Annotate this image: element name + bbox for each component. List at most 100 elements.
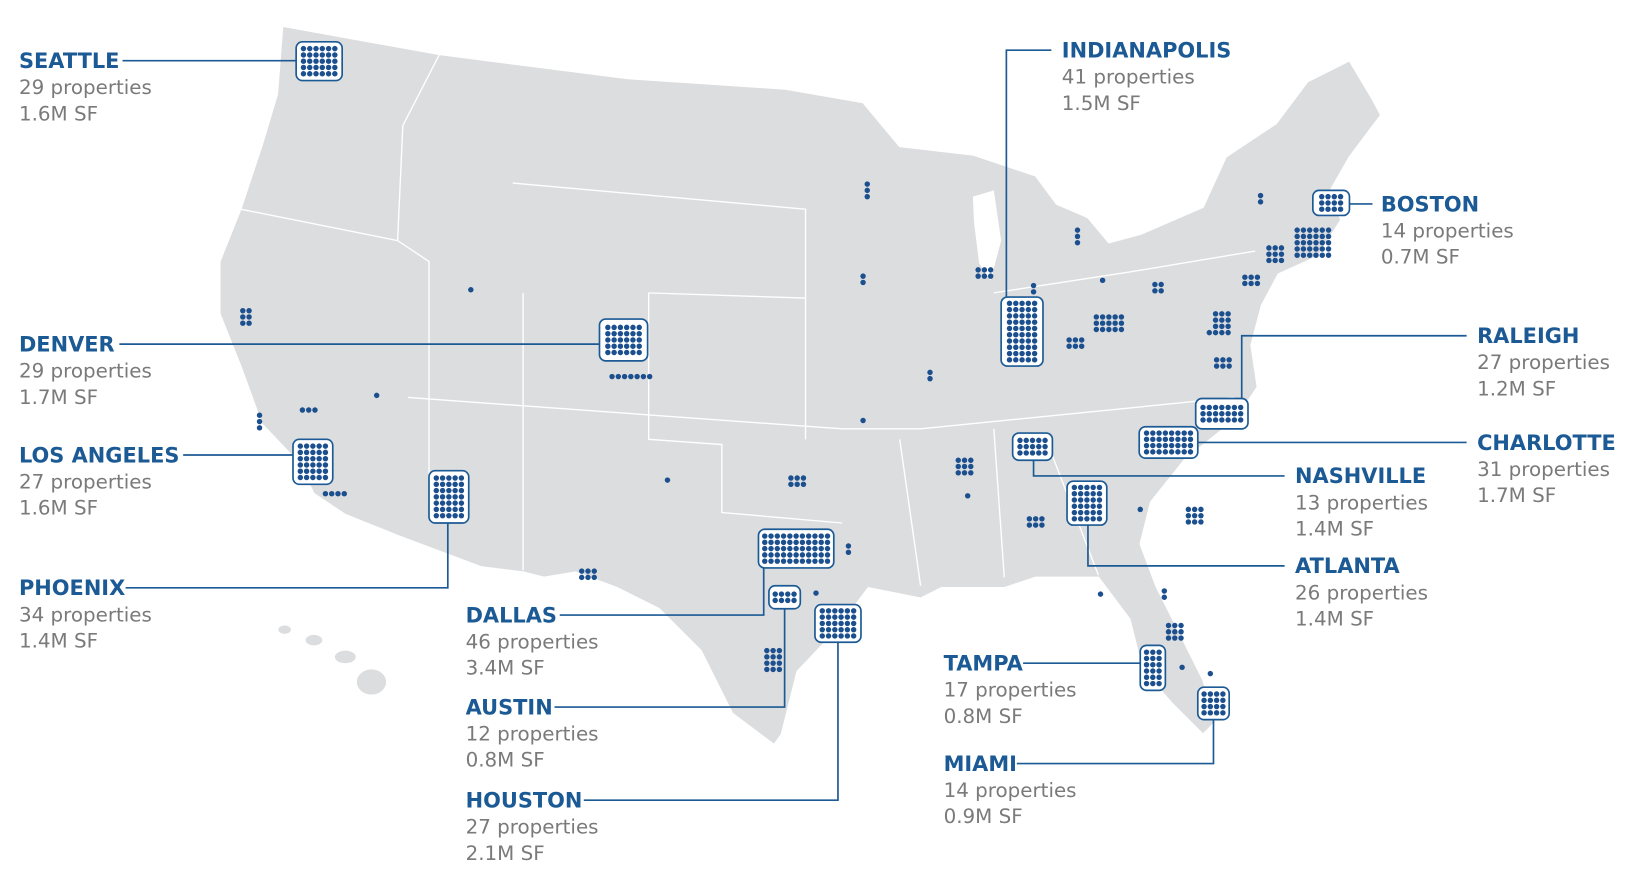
- property-dot: [1278, 251, 1285, 257]
- property-dot: [310, 474, 316, 481]
- property-dot: [1031, 300, 1038, 307]
- property-dot: [1023, 443, 1029, 450]
- property-dot: [955, 457, 961, 463]
- property-dot: [818, 545, 824, 552]
- property-dot: [1325, 200, 1331, 206]
- property-dot: [341, 490, 347, 497]
- property-dot: [585, 568, 591, 574]
- property-dot: [788, 481, 794, 488]
- property-dot: [446, 481, 452, 488]
- property-dot: [1019, 319, 1025, 325]
- property-dot: [1031, 357, 1038, 363]
- property-dot: [1066, 343, 1072, 349]
- property-dot: [1156, 674, 1162, 680]
- property-dot: [1025, 344, 1032, 350]
- property-dot: [1187, 436, 1194, 443]
- property-dot: [961, 470, 968, 476]
- property-dot: [1213, 710, 1220, 716]
- property-dot: [1319, 206, 1325, 212]
- property-dot: [778, 591, 785, 597]
- property-dot: [310, 462, 316, 468]
- property-dot: [433, 487, 440, 494]
- property-dot: [1143, 668, 1150, 674]
- property-dot: [1099, 314, 1106, 320]
- property-dot: [844, 620, 851, 627]
- property-dot: [819, 626, 825, 633]
- property-dot: [332, 64, 338, 71]
- property-dot: [1006, 350, 1013, 357]
- property-dot: [300, 64, 307, 71]
- property-dot: [824, 558, 831, 564]
- leader-line: [1005, 49, 1052, 298]
- property-dot: [310, 455, 316, 462]
- property-dot: [812, 539, 818, 546]
- property-dot: [1031, 313, 1038, 319]
- property-dot: [1039, 522, 1045, 528]
- property-dot: [1319, 239, 1325, 246]
- property-dot: [1156, 680, 1162, 687]
- property-dot: [812, 558, 818, 564]
- property-dot: [850, 608, 857, 614]
- property-dot: [316, 443, 322, 449]
- property-dot: [256, 412, 263, 418]
- property-dot: [605, 349, 611, 356]
- property-dot: [844, 626, 851, 633]
- property-dot: [322, 449, 329, 456]
- property-dot: [1078, 337, 1085, 343]
- property-dot: [1078, 343, 1085, 349]
- property-dot: [325, 45, 332, 52]
- property-dot: [305, 407, 312, 413]
- property-dot: [439, 500, 446, 506]
- property-dot: [1220, 697, 1226, 704]
- property-dot: [1143, 649, 1150, 655]
- property-dot: [310, 449, 316, 456]
- property-dot: [433, 481, 440, 488]
- property-dot: [1212, 417, 1219, 423]
- property-dot: [772, 591, 778, 597]
- property-dot: [1150, 655, 1156, 662]
- property-dot: [1187, 449, 1194, 455]
- property-dot: [805, 558, 812, 564]
- property-dot: [791, 591, 797, 597]
- property-dot: [1013, 313, 1019, 319]
- property-dot: [591, 568, 597, 574]
- property-dot: [1237, 404, 1244, 411]
- property-dot: [1090, 509, 1096, 516]
- property-dot: [646, 373, 653, 380]
- property-dot: [297, 468, 304, 474]
- property-dot: [799, 533, 806, 539]
- property-dot: [1325, 252, 1332, 258]
- property-dot: [805, 552, 812, 558]
- property-dot: [1206, 417, 1213, 423]
- property-dot: [764, 654, 770, 660]
- market-area: 2.1M SF: [466, 842, 545, 865]
- property-dot: [764, 666, 770, 673]
- property-dot: [1023, 450, 1029, 456]
- property-dot: [1219, 329, 1225, 336]
- property-dot: [297, 455, 304, 462]
- property-dot: [1023, 437, 1029, 444]
- property-dot: [1090, 503, 1096, 509]
- market-callout: HOUSTON 27 properties 2.1M SF: [466, 603, 862, 865]
- market-box: [295, 41, 344, 82]
- property-dot: [860, 417, 866, 424]
- property-dot: [1231, 417, 1238, 423]
- property-dot: [850, 626, 857, 633]
- property-dot: [1179, 664, 1185, 671]
- property-dot: [297, 449, 304, 456]
- property-dot: [1019, 350, 1025, 357]
- property-dot: [297, 443, 304, 449]
- property-dot: [1090, 516, 1096, 522]
- property-dot: [433, 500, 440, 506]
- property-dot: [1106, 320, 1112, 326]
- property-dot: [818, 558, 824, 564]
- property-dot: [1143, 436, 1150, 443]
- property-dot: [805, 533, 812, 539]
- property-dot: [1150, 662, 1156, 668]
- property-dot: [433, 512, 440, 519]
- property-dot: [623, 337, 630, 343]
- property-dot: [605, 337, 611, 343]
- market-name: DALLAS: [466, 603, 557, 627]
- property-dot: [1272, 257, 1278, 264]
- property-dot: [1017, 450, 1023, 456]
